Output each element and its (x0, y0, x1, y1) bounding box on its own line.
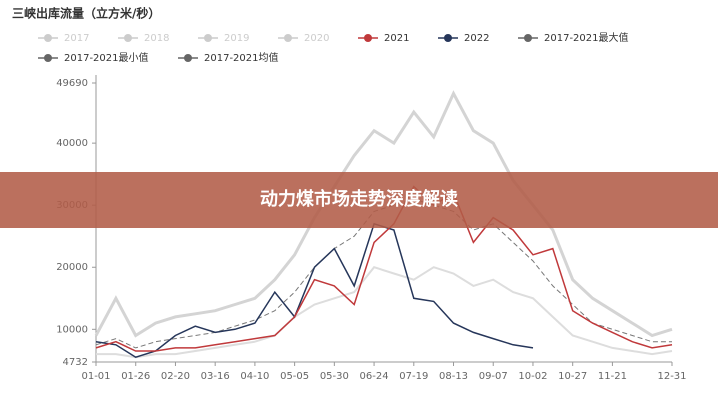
legend-label[interactable]: 2017 (64, 33, 89, 44)
chart-title: 三峡出库流量（立方米/秒） (12, 6, 160, 21)
x-tick-label: 03-16 (201, 371, 230, 382)
legend-marker (524, 34, 532, 42)
x-tick-label: 12-31 (657, 371, 686, 382)
legend-label[interactable]: 2020 (304, 33, 329, 44)
y-tick-label: 20000 (56, 262, 88, 273)
x-tick-label: 05-05 (280, 371, 309, 382)
series-line (95, 222, 534, 359)
y-tick-label: 10000 (56, 324, 88, 335)
series-line (94, 90, 673, 338)
banner (0, 172, 718, 228)
legend-label[interactable]: 2017-2021均值 (204, 51, 279, 64)
y-tick-label: 49690 (56, 78, 88, 89)
x-tick-label: 09-07 (479, 371, 508, 382)
x-tick-label: 08-13 (439, 371, 468, 382)
series-line (95, 185, 673, 352)
legend-marker (184, 54, 192, 62)
legend-label[interactable]: 2021 (384, 33, 409, 44)
x-tick-label: 02-20 (161, 371, 190, 382)
legend-label[interactable]: 2017-2021最小值 (64, 51, 149, 64)
legend-marker (364, 34, 372, 42)
legend-marker (444, 34, 452, 42)
legend-marker (124, 34, 132, 42)
banner-title: 动力煤市场走势深度解读 (260, 188, 458, 210)
x-tick-label: 04-10 (240, 371, 269, 382)
series-line (96, 266, 673, 359)
y-tick-label: 40000 (56, 138, 88, 149)
x-tick-label: 05-30 (320, 371, 349, 382)
x-tick-label: 10-27 (558, 371, 587, 382)
y-tick-label: 4732 (63, 357, 88, 368)
x-tick-label: 11-21 (598, 371, 627, 382)
legend-label[interactable]: 2018 (144, 33, 169, 44)
x-tick-label: 07-19 (399, 371, 428, 382)
legend-label[interactable]: 2022 (464, 33, 489, 44)
legend-marker (44, 34, 52, 42)
legend-marker (44, 54, 52, 62)
legend-marker (204, 34, 212, 42)
x-tick-label: 06-24 (360, 371, 389, 382)
x-tick-label: 01-01 (81, 371, 110, 382)
x-tick-label: 01-26 (121, 371, 150, 382)
legend-marker (284, 34, 292, 42)
x-tick-label: 10-02 (518, 371, 547, 382)
legend-label[interactable]: 2019 (224, 33, 249, 44)
legend-label[interactable]: 2017-2021最大值 (544, 31, 629, 44)
